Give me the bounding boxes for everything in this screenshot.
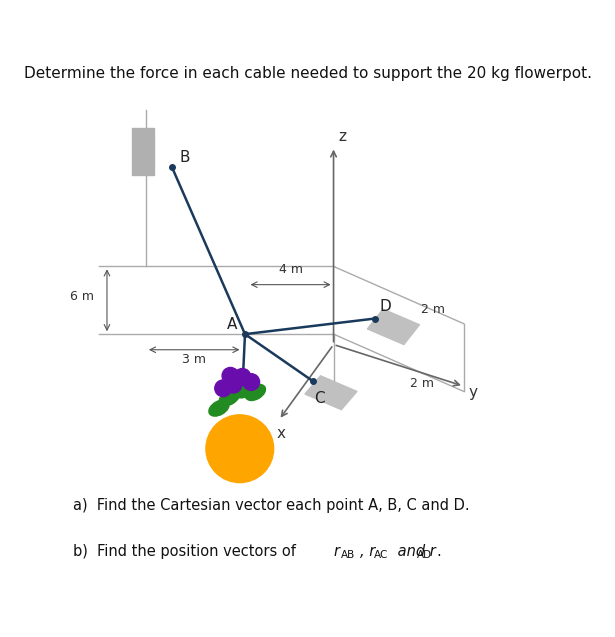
Text: B: B bbox=[180, 150, 191, 165]
Polygon shape bbox=[367, 309, 419, 345]
Text: x: x bbox=[276, 426, 285, 441]
Text: D: D bbox=[379, 299, 391, 313]
Text: , r: , r bbox=[360, 543, 375, 559]
Text: b)  Find the position vectors of: b) Find the position vectors of bbox=[73, 543, 301, 559]
Ellipse shape bbox=[235, 382, 255, 398]
Circle shape bbox=[215, 380, 231, 397]
Text: and r: and r bbox=[393, 543, 435, 559]
Bar bbox=[132, 129, 154, 175]
Text: y: y bbox=[469, 385, 478, 399]
Text: 2 m: 2 m bbox=[410, 377, 434, 390]
Text: 4 m: 4 m bbox=[279, 262, 303, 276]
Text: a)  Find the Cartesian vector each point A, B, C and D.: a) Find the Cartesian vector each point … bbox=[73, 498, 470, 513]
Circle shape bbox=[206, 415, 274, 483]
Ellipse shape bbox=[220, 390, 239, 406]
Text: 3 m: 3 m bbox=[182, 353, 206, 366]
Text: .: . bbox=[437, 543, 442, 559]
Circle shape bbox=[222, 368, 239, 384]
Circle shape bbox=[243, 374, 260, 390]
Text: r: r bbox=[333, 543, 339, 559]
Ellipse shape bbox=[245, 385, 266, 401]
Text: Determine the force in each cable needed to support the 20 kg flowerpot.: Determine the force in each cable needed… bbox=[23, 66, 592, 81]
Circle shape bbox=[225, 376, 242, 393]
Text: C: C bbox=[314, 391, 324, 406]
Text: 2 m: 2 m bbox=[421, 303, 445, 317]
Text: A: A bbox=[227, 317, 237, 332]
Text: AD: AD bbox=[417, 550, 432, 560]
Text: z: z bbox=[339, 129, 347, 145]
Polygon shape bbox=[305, 376, 357, 410]
Text: AB: AB bbox=[341, 550, 355, 560]
Ellipse shape bbox=[209, 400, 229, 416]
Text: 6 m: 6 m bbox=[71, 290, 95, 303]
Circle shape bbox=[234, 368, 251, 385]
Text: AC: AC bbox=[374, 550, 389, 560]
